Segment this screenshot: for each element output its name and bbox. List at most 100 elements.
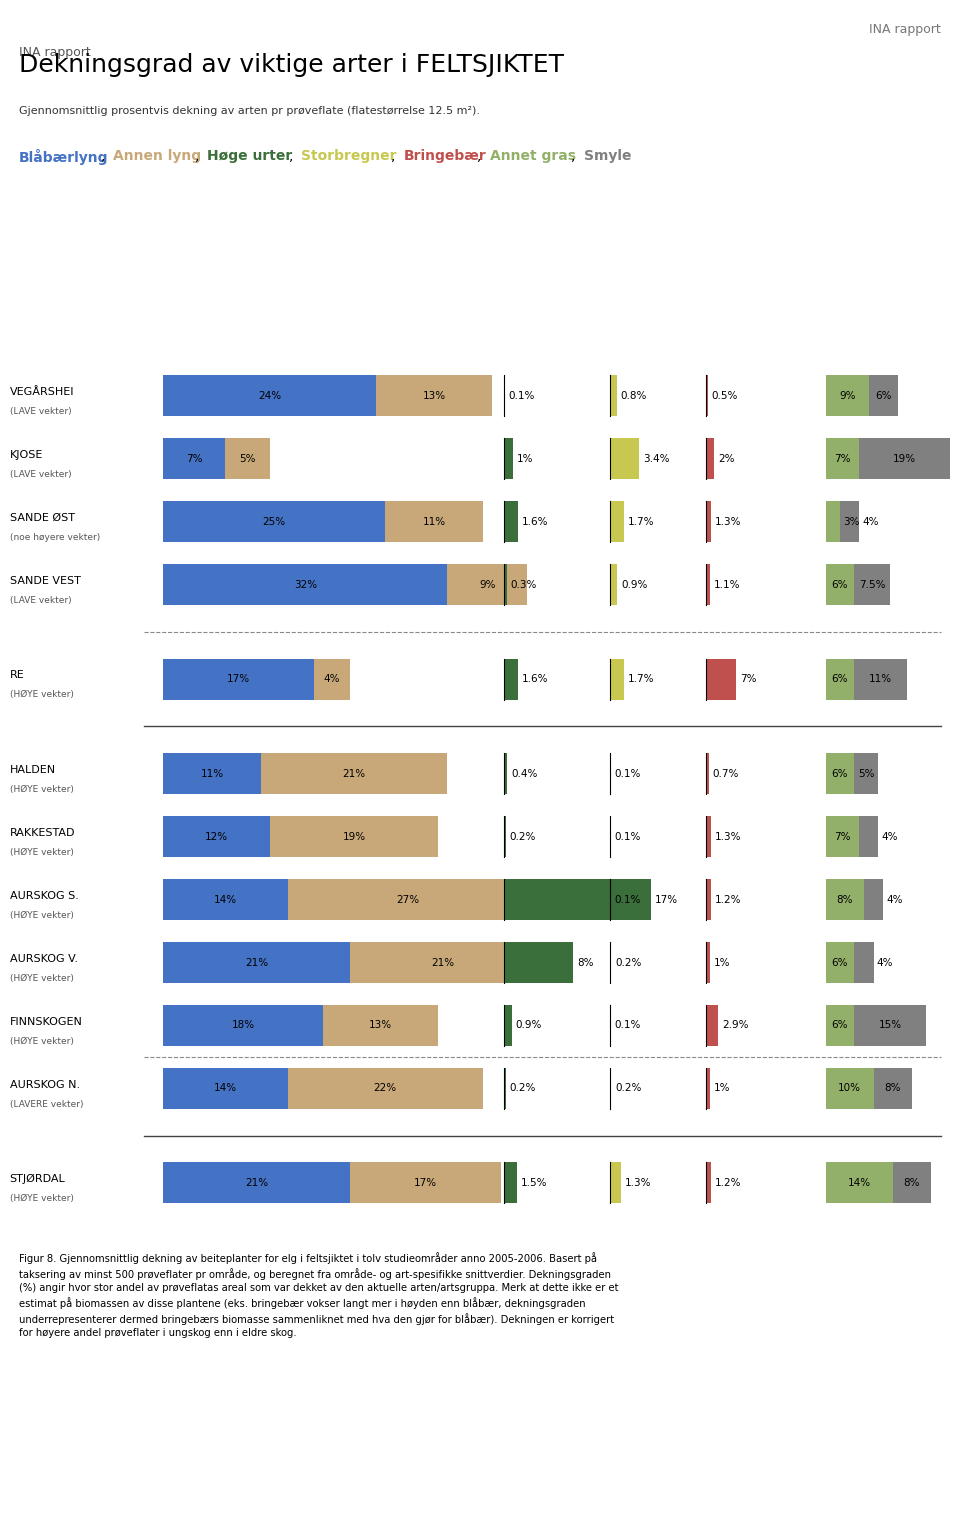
Text: 7%: 7% (834, 454, 851, 465)
Bar (163, 943, 349, 984)
Bar (504, 439, 513, 480)
Bar (504, 1163, 516, 1204)
Text: 0.4%: 0.4% (512, 768, 538, 779)
Text: 1.7%: 1.7% (628, 516, 655, 527)
Bar (706, 375, 708, 416)
Text: 0.2%: 0.2% (510, 832, 536, 841)
Text: 2.9%: 2.9% (722, 1020, 749, 1031)
Text: Annen lyng: Annen lyng (113, 149, 202, 162)
Text: 11%: 11% (422, 516, 445, 527)
Text: 0.9%: 0.9% (516, 1020, 542, 1031)
Text: 19%: 19% (893, 454, 917, 465)
Text: 1.2%: 1.2% (714, 894, 741, 905)
Text: Smyle: Smyle (584, 149, 631, 162)
Bar (826, 879, 864, 920)
Bar (610, 375, 616, 416)
Text: 4%: 4% (881, 832, 898, 841)
Bar (706, 501, 711, 542)
Bar (349, 1163, 501, 1204)
Text: 6%: 6% (831, 768, 849, 779)
Text: 3.4%: 3.4% (643, 454, 669, 465)
Text: 6%: 6% (831, 674, 849, 685)
Bar (859, 439, 950, 480)
Bar (869, 375, 898, 416)
Bar (826, 817, 859, 858)
Text: (LAVE vekter): (LAVE vekter) (10, 471, 71, 480)
Text: 0.2%: 0.2% (615, 958, 641, 967)
Text: RE: RE (10, 671, 24, 680)
Text: 4%: 4% (862, 516, 878, 527)
Text: ,: , (101, 149, 109, 162)
Text: 14%: 14% (214, 1084, 237, 1093)
Text: 1.5%: 1.5% (520, 1178, 547, 1189)
Bar (163, 817, 270, 858)
Bar (854, 1005, 926, 1046)
Text: 9%: 9% (479, 580, 495, 589)
Bar (610, 1069, 612, 1110)
Bar (163, 1005, 323, 1046)
Text: (HØYE vekter): (HØYE vekter) (10, 785, 74, 794)
Bar (376, 375, 492, 416)
Text: FINNSKOGEN: FINNSKOGEN (10, 1017, 83, 1026)
Text: 22%: 22% (373, 1084, 396, 1093)
Text: 3%: 3% (843, 516, 859, 527)
Text: 7.5%: 7.5% (859, 580, 886, 589)
Text: 1%: 1% (713, 958, 731, 967)
Bar (447, 565, 527, 606)
Text: 1.6%: 1.6% (521, 516, 548, 527)
Bar (706, 439, 714, 480)
Text: (noe høyere vekter): (noe høyere vekter) (10, 533, 100, 542)
Bar (826, 753, 854, 794)
Text: 11%: 11% (869, 674, 893, 685)
Text: 0.7%: 0.7% (712, 768, 739, 779)
Text: 4%: 4% (886, 894, 902, 905)
Text: 21%: 21% (431, 958, 454, 967)
Text: 14%: 14% (214, 894, 237, 905)
Text: Blåbærlyng: Blåbærlyng (19, 149, 108, 165)
Bar (826, 375, 869, 416)
Text: 1.3%: 1.3% (625, 1178, 651, 1189)
Text: 17%: 17% (228, 674, 251, 685)
Text: 19%: 19% (343, 832, 366, 841)
Bar (874, 1069, 912, 1110)
Bar (706, 879, 710, 920)
Text: Annet gras: Annet gras (490, 149, 576, 162)
Text: 25%: 25% (263, 516, 286, 527)
Text: 8%: 8% (836, 894, 853, 905)
Text: (LAVE vekter): (LAVE vekter) (10, 597, 71, 606)
Text: 5%: 5% (239, 454, 255, 465)
Text: 6%: 6% (831, 1020, 849, 1031)
Bar (270, 817, 439, 858)
Text: ,: , (195, 149, 204, 162)
Text: 0.1%: 0.1% (614, 832, 640, 841)
Bar (706, 565, 710, 606)
Text: VEGÅRSHEI: VEGÅRSHEI (10, 387, 74, 398)
Bar (226, 439, 270, 480)
Text: 0.1%: 0.1% (509, 390, 535, 401)
Text: RAKKESTAD: RAKKESTAD (10, 827, 75, 838)
Text: SANDE VEST: SANDE VEST (10, 575, 81, 586)
Bar (163, 439, 226, 480)
Bar (610, 565, 617, 606)
Bar (504, 565, 507, 606)
Bar (163, 753, 261, 794)
Bar (163, 1069, 288, 1110)
Bar (610, 1163, 621, 1204)
Text: (HØYE vekter): (HØYE vekter) (10, 911, 74, 920)
Text: (HØYE vekter): (HØYE vekter) (10, 849, 74, 856)
Text: AURSKOG N.: AURSKOG N. (10, 1079, 80, 1090)
Bar (826, 439, 859, 480)
Bar (163, 1163, 349, 1204)
Bar (504, 817, 506, 858)
Bar (504, 1069, 506, 1110)
Bar (706, 943, 709, 984)
Text: ,: , (571, 149, 580, 162)
Text: 15%: 15% (878, 1020, 902, 1031)
Text: 1.2%: 1.2% (714, 1178, 741, 1189)
Bar (288, 879, 527, 920)
Text: 5%: 5% (858, 768, 875, 779)
Text: 13%: 13% (422, 390, 445, 401)
Text: Bringebær: Bringebær (404, 149, 487, 162)
Text: 10%: 10% (838, 1084, 861, 1093)
Bar (163, 375, 376, 416)
